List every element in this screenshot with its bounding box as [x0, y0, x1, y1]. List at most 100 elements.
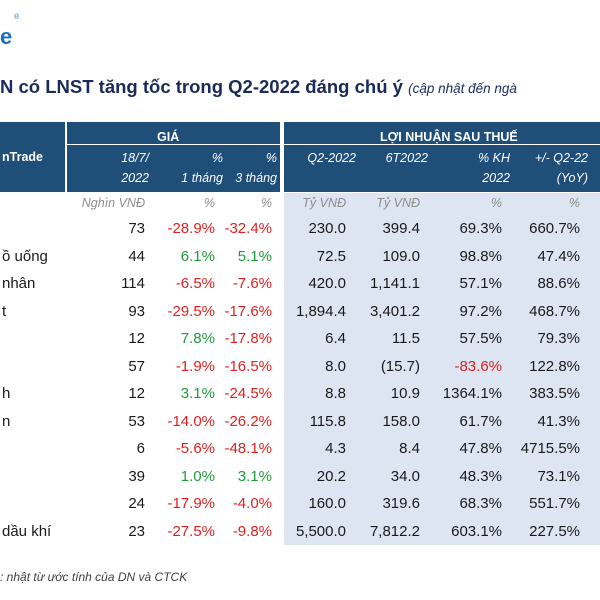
lnst-group-label: LỢI NHUẬN SAU THUẾ [380, 130, 518, 144]
header-left-cell: nTrade [0, 122, 65, 192]
row-plan-pct: -83.6% [454, 357, 502, 375]
row-yoy: 468.7% [529, 302, 580, 320]
table-row: 57 -1.9% -16.5% 8.0 (15.7) -83.6% 122.8% [0, 353, 600, 381]
row-change-1m: -17.9% [167, 495, 215, 512]
col-header-1m: % 1 tháng [181, 151, 223, 185]
row-price: 39 [128, 467, 145, 485]
table-row: n 53 -14.0% -26.2% 115.8 158.0 61.7% 41.3% [0, 408, 600, 436]
row-name: ồ uống [2, 247, 48, 265]
table-row: 39 1.0% 3.1% 20.2 34.0 48.3% 73.1% [0, 463, 600, 491]
row-plan-pct: 603.1% [451, 522, 502, 540]
row-change-1m: -6.5% [175, 275, 215, 292]
page-title: N có LNST tăng tốc trong Q2-2022 đáng ch… [0, 76, 517, 98]
row-change-3m: -48.1% [224, 440, 272, 457]
units-row: Nghìn VNĐ % % Tỷ VNĐ Tỷ VNĐ % % [0, 193, 600, 215]
row-profit-6t: 34.0 [390, 467, 420, 485]
row-change-1m: -29.5% [167, 302, 215, 320]
row-price: 24 [128, 495, 145, 512]
row-yoy: 47.4% [537, 247, 580, 265]
row-price: 53 [128, 412, 145, 430]
row-profit-q2: 6.4 [325, 330, 346, 347]
row-price: 73 [128, 220, 145, 237]
row-change-1m: -27.5% [167, 522, 215, 540]
row-name: h [2, 385, 11, 402]
table-row: 6 -5.6% -48.1% 4.3 8.4 47.8% 4715.5% [0, 435, 600, 463]
title-subtitle: (cập nhật đến ngà [408, 81, 517, 96]
header-lnst-group: LỢI NHUẬN SAU THUẾ Q2-2022 6T2022 % KH 20… [284, 122, 600, 192]
row-change-3m: -17.8% [224, 330, 272, 347]
row-change-1m: 7.8% [180, 330, 215, 347]
row-plan-pct: 61.7% [459, 412, 502, 430]
row-yoy: 660.7% [529, 220, 580, 237]
row-profit-6t: 8.4 [399, 440, 420, 457]
header-divider-gia [67, 144, 280, 145]
header-left-label: nTrade [2, 150, 43, 164]
table-row: t 93 -29.5% -17.6% 1,894.4 3,401.2 97.2% 468.7% [0, 298, 600, 326]
row-profit-q2: 20.2 [316, 467, 346, 485]
header-gia-group: GIÁ 18/7/2022 % 1 tháng % 3 tháng [67, 122, 280, 192]
row-profit-q2: 1,894.4 [295, 302, 346, 320]
row-profit-6t: 7,812.2 [369, 522, 420, 540]
row-change-1m: -5.6% [175, 440, 215, 457]
row-change-1m: -28.9% [167, 220, 215, 237]
col-header-3m: % 3 tháng [235, 151, 277, 185]
row-profit-6t: 399.4 [382, 220, 420, 237]
table-row: nhân 114 -6.5% -7.6% 420.0 1,141.1 57.1% 88.6% [0, 270, 600, 298]
row-price: 23 [128, 522, 145, 540]
unit-1m: % [203, 196, 215, 210]
row-change-3m: -4.0% [232, 495, 272, 512]
row-yoy: 79.3% [537, 330, 580, 347]
col-header-6t: 6T2022 [385, 151, 428, 165]
row-change-3m: -16.5% [224, 357, 272, 375]
registered-mark: ® [14, 14, 20, 21]
row-change-1m: -14.0% [167, 412, 215, 430]
title-main: N có LNST tăng tốc trong Q2-2022 đáng ch… [0, 76, 403, 97]
row-yoy: 551.7% [529, 495, 580, 512]
row-price: 114 [121, 275, 145, 292]
row-name: nhân [2, 275, 36, 292]
unit-3m: % [260, 196, 272, 210]
row-profit-6t: 11.5 [391, 330, 420, 347]
row-price: 12 [128, 385, 145, 402]
row-plan-pct: 97.2% [459, 302, 502, 320]
table-row: h 12 3.1% -24.5% 8.8 10.9 1364.1% 383.5% [0, 380, 600, 408]
row-name: n [2, 412, 11, 430]
row-plan-pct: 57.5% [459, 330, 502, 347]
col-header-q2: Q2-2022 [307, 151, 356, 165]
row-plan-pct: 48.3% [459, 467, 502, 485]
row-profit-q2: 230.0 [308, 220, 346, 237]
row-price: 44 [128, 247, 145, 265]
unit-price: Nghìn VNĐ [81, 196, 145, 210]
row-plan-pct: 47.8% [459, 440, 502, 457]
unit-kh: % [490, 196, 502, 210]
table-row: 24 -17.9% -4.0% 160.0 319.6 68.3% 551.7% [0, 490, 600, 518]
row-change-3m: -32.4% [224, 220, 272, 237]
row-yoy: 122.8% [529, 357, 580, 375]
row-yoy: 41.3% [537, 412, 580, 430]
row-change-1m: -1.9% [175, 357, 215, 375]
row-profit-6t: 319.6 [382, 495, 420, 512]
row-change-1m: 6.1% [180, 247, 215, 265]
row-yoy: 88.6% [537, 275, 580, 292]
table-row: dầu khí 23 -27.5% -9.8% 5,500.0 7,812.2 603.1%… [0, 518, 600, 546]
row-change-3m: -24.5% [224, 385, 272, 402]
row-profit-q2: 160.0 [308, 495, 346, 512]
unit-6t: Tỷ VNĐ [376, 196, 420, 210]
row-yoy: 73.1% [537, 467, 580, 485]
row-profit-q2: 420.0 [308, 275, 346, 292]
profit-column-band [284, 193, 600, 545]
row-profit-q2: 8.0 [325, 357, 346, 375]
row-plan-pct: 68.3% [459, 495, 502, 512]
footnote: : nhật từ ước tính của DN và CTCK [0, 570, 188, 584]
row-profit-q2: 8.8 [325, 385, 346, 402]
col-header-kh: % KH 2022 [478, 151, 510, 185]
row-change-1m: 1.0% [180, 467, 215, 485]
row-profit-6t: 10.9 [390, 385, 420, 402]
row-profit-6t: 1,141.1 [369, 275, 420, 292]
row-yoy: 4715.5% [520, 440, 580, 457]
table-row: 12 7.8% -17.8% 6.4 11.5 57.5% 79.3% [0, 325, 600, 353]
row-plan-pct: 98.8% [459, 247, 502, 265]
table-row: 73 -28.9% -32.4% 230.0 399.4 69.3% 660.7% [0, 215, 600, 243]
row-price: 12 [128, 330, 145, 347]
row-profit-6t: 158.0 [382, 412, 420, 430]
